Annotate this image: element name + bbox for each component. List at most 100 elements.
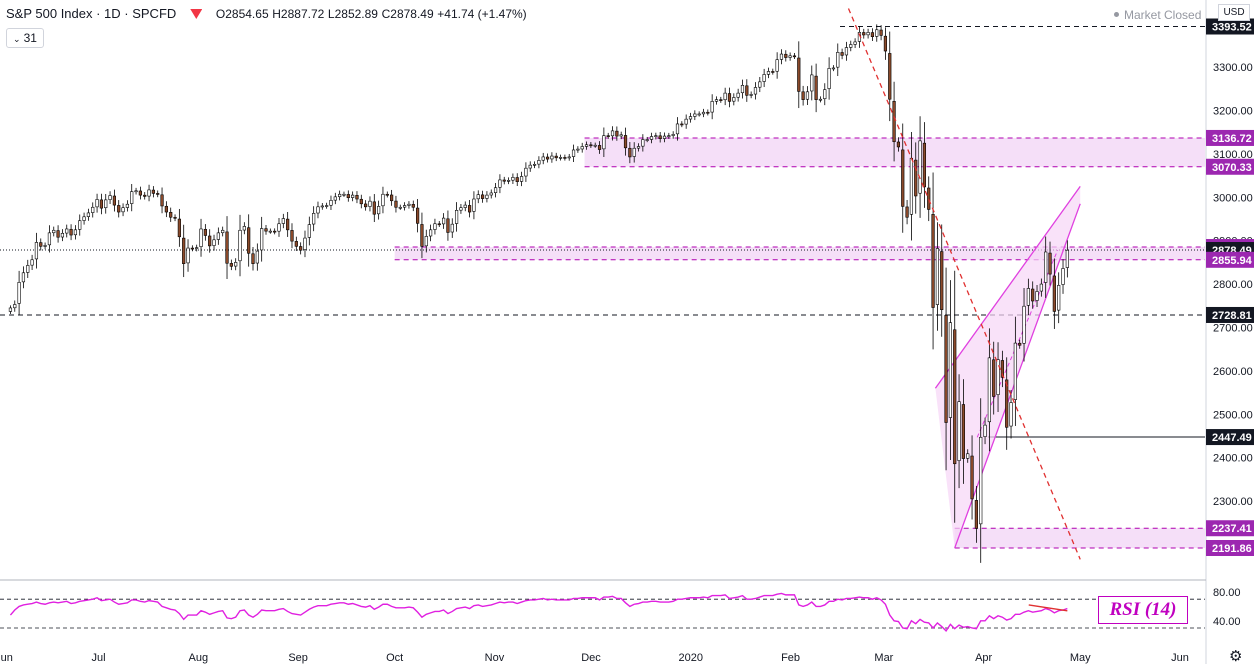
candle-body bbox=[814, 75, 818, 100]
candle-body bbox=[636, 146, 641, 149]
candle-body bbox=[411, 204, 415, 208]
candle-body bbox=[56, 230, 60, 238]
interval-value: 31 bbox=[23, 31, 37, 45]
ohlc-open: O2854.65 bbox=[215, 7, 269, 21]
time-axis[interactable]: Jun Jul Aug Sep Oct Nov Dec 2020 Feb Mar Apr May Jun bbox=[0, 652, 1189, 664]
level-label-bg bbox=[1206, 429, 1254, 446]
candle-body bbox=[866, 32, 870, 36]
candle-body bbox=[693, 113, 697, 117]
candle-body bbox=[723, 92, 727, 101]
candle-body bbox=[407, 203, 411, 206]
candle-body bbox=[784, 53, 788, 58]
candle-body bbox=[17, 282, 21, 304]
flag-icon[interactable] bbox=[190, 9, 203, 19]
candle-body bbox=[493, 187, 498, 193]
x-tick-label: Jun bbox=[0, 652, 13, 664]
candle-body bbox=[498, 179, 502, 188]
candle-body bbox=[156, 193, 160, 195]
candle-body bbox=[177, 218, 181, 238]
y-tick-label: 2800.00 bbox=[1213, 279, 1253, 291]
level-label: 2237.41 bbox=[1212, 523, 1252, 535]
ohlc-close: C2878.49 bbox=[381, 7, 434, 21]
candle-body bbox=[749, 94, 753, 96]
candle-body bbox=[1052, 275, 1056, 312]
candle-body bbox=[164, 205, 168, 213]
candle-body bbox=[151, 189, 155, 194]
candle-body bbox=[26, 265, 30, 273]
candle-body bbox=[788, 55, 792, 58]
candle-body bbox=[758, 81, 762, 88]
candle-body bbox=[541, 156, 545, 161]
price-axis[interactable]: 2200.002300.002400.002500.002600.002700.… bbox=[1206, 18, 1254, 628]
candle-body bbox=[160, 194, 164, 207]
candle-body bbox=[948, 322, 952, 418]
candle-body bbox=[623, 135, 628, 149]
candle-body bbox=[73, 229, 78, 236]
x-tick-label: May bbox=[1070, 652, 1091, 664]
candle-body bbox=[467, 205, 472, 213]
candle-body bbox=[8, 307, 13, 312]
candle-body bbox=[901, 149, 905, 207]
candle-body bbox=[1022, 305, 1026, 344]
candle-body bbox=[329, 200, 333, 206]
candle-body bbox=[628, 147, 632, 158]
candle-body bbox=[424, 236, 428, 247]
candle-body bbox=[333, 196, 337, 201]
candle-body bbox=[870, 32, 875, 38]
currency-button[interactable]: USD bbox=[1218, 4, 1250, 21]
candle-body bbox=[983, 424, 987, 437]
candle-body bbox=[1048, 252, 1052, 275]
candle-body bbox=[511, 177, 515, 181]
candle-body bbox=[268, 230, 272, 233]
candle-body bbox=[47, 232, 52, 246]
candle-body bbox=[437, 223, 441, 226]
candle-body bbox=[745, 85, 749, 96]
y-tick-label: 3300.00 bbox=[1213, 62, 1253, 74]
candle-body bbox=[264, 228, 268, 232]
x-tick-label: Dec bbox=[581, 652, 601, 664]
level-label-bg bbox=[1206, 251, 1254, 268]
candle-body bbox=[342, 193, 346, 196]
candle-body bbox=[918, 140, 922, 194]
rsi-y-tick-label: 80.00 bbox=[1213, 587, 1241, 599]
candle-body bbox=[398, 206, 402, 209]
candle-body bbox=[281, 218, 285, 224]
candle-body bbox=[684, 118, 688, 125]
candle-body bbox=[203, 228, 207, 236]
candle-body bbox=[706, 111, 710, 114]
candle-body bbox=[1005, 379, 1009, 428]
candle-body bbox=[169, 211, 173, 218]
candle-body bbox=[390, 194, 394, 202]
candle-body bbox=[459, 207, 463, 211]
symbol-title[interactable]: S&P 500 Index · 1D · SPCFD bbox=[6, 6, 177, 21]
candle-body bbox=[896, 141, 901, 148]
gear-icon[interactable]: ⚙ bbox=[1229, 648, 1243, 665]
candle-body bbox=[78, 220, 82, 230]
candle-body bbox=[658, 135, 662, 139]
interval-button[interactable]: ⌄ 31 bbox=[6, 28, 44, 48]
candle-body bbox=[255, 250, 259, 264]
candle-body bbox=[675, 123, 680, 135]
candle-body bbox=[463, 204, 467, 208]
candle-body bbox=[935, 248, 940, 305]
candle-body bbox=[554, 155, 558, 159]
ohlc-high: H2887.72 bbox=[272, 7, 325, 21]
candle-body bbox=[766, 71, 771, 75]
candle-body bbox=[927, 187, 931, 210]
candle-body bbox=[797, 57, 801, 92]
candle-body bbox=[701, 111, 706, 115]
downtrend-line-path bbox=[847, 8, 1081, 560]
candle-body bbox=[1065, 249, 1069, 268]
candle-body bbox=[849, 44, 853, 48]
candle-body bbox=[732, 97, 736, 102]
candle-body bbox=[892, 101, 896, 143]
level-label: 2855.94 bbox=[1212, 255, 1253, 267]
channel-lower-line bbox=[954, 203, 1081, 549]
candle-body bbox=[117, 205, 121, 213]
candle-body bbox=[1018, 342, 1022, 346]
candle-body bbox=[294, 241, 298, 247]
candle-body bbox=[260, 228, 264, 251]
x-tick-label: Jun bbox=[1171, 652, 1189, 664]
candle-body bbox=[385, 193, 389, 196]
